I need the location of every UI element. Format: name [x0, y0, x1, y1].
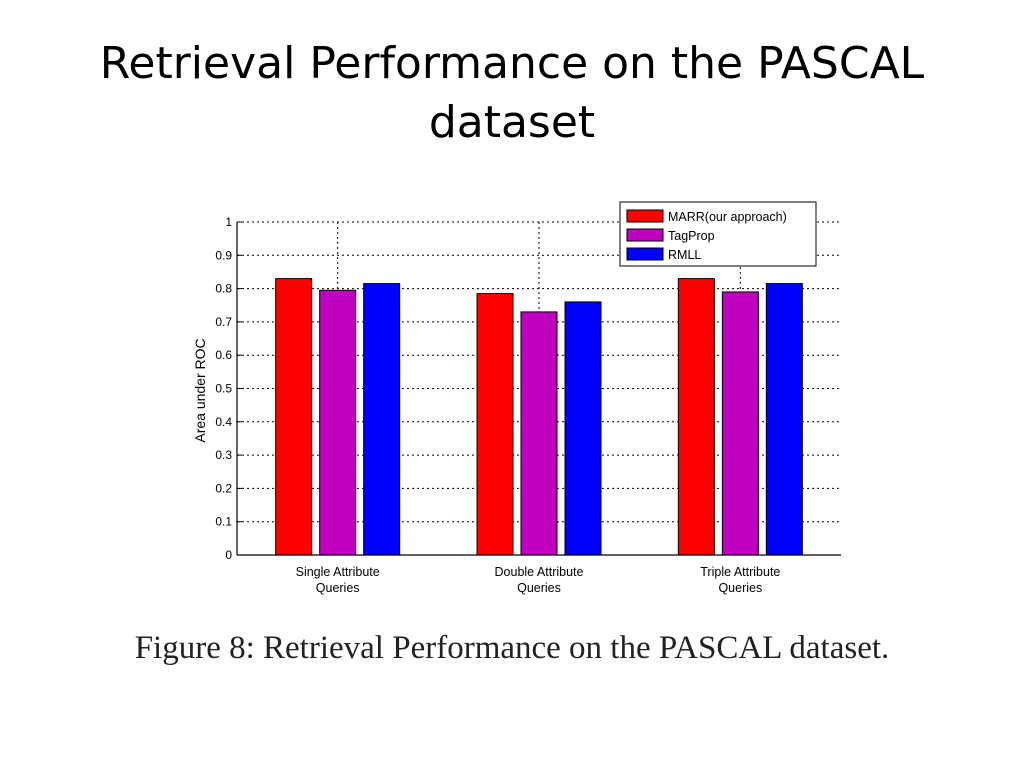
x-tick-label: Double Attribute Queries [495, 565, 584, 595]
figure-caption: Figure 8: Retrieval Performance on the P… [134, 630, 890, 666]
bar [363, 283, 401, 556]
slide-title: Retrieval Performance on the PASCAL data… [99, 38, 925, 148]
bar [319, 289, 357, 556]
axes: 0 0.1 0.2 0.3 0.4 0.5 0.6 0.7 0.8 0.9 1 Single Attr… [192, 215, 841, 595]
y-tick-label: 0.5 [215, 382, 232, 396]
legend-label: MARR(our approach) [668, 210, 787, 224]
legend-label: RMLL [668, 248, 701, 262]
y-tick-label: 0.4 [215, 415, 232, 429]
legend: MARR(our approach) TagProp RMLL [619, 201, 817, 267]
x-tick-label: Single Attribute Queries [296, 565, 380, 595]
bar [564, 301, 602, 556]
bar [520, 311, 558, 556]
bar [275, 278, 313, 556]
legend-swatch [626, 247, 664, 261]
y-tick-label: 0.7 [215, 315, 232, 329]
y-tick-label: 0.2 [215, 481, 232, 495]
y-tick-label: 0.1 [215, 515, 232, 529]
x-tick-label: Triple Attribute Queries [700, 565, 780, 595]
legend-swatch [626, 228, 664, 242]
bar [476, 293, 514, 556]
y-tick-label: 1 [225, 215, 232, 229]
bar [677, 278, 715, 556]
y-tick-label: 0 [225, 548, 232, 562]
bar [765, 283, 803, 556]
legend-label: TagProp [668, 229, 715, 243]
bar [721, 291, 759, 556]
y-tick-label: 0.3 [215, 448, 232, 462]
y-tick-label: 0.6 [215, 348, 232, 362]
legend-swatch [626, 209, 664, 223]
y-tick-label: 0.9 [215, 248, 232, 262]
y-axis-label: Area under ROC [192, 338, 208, 442]
bars [275, 278, 803, 556]
y-tick-label: 0.8 [215, 282, 232, 296]
